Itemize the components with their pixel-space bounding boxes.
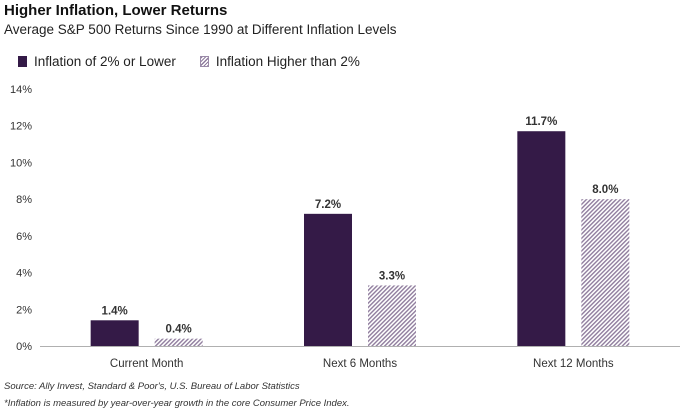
chart-legend: Inflation of 2% or Lower Inflation Highe… — [18, 54, 384, 69]
y-tick-label: 6% — [16, 231, 32, 243]
bar-chart: 0% 2% 4% 6% 8% 10% 12% 14% 1.4% 0.4% 7.2% 3.3% 11.7… — [10, 84, 680, 370]
x-category-label: Next 12 Months — [533, 358, 614, 370]
y-tick-label: 8% — [16, 194, 32, 206]
chart-subtitle: Average S&P 500 Returns Since 1990 at Di… — [4, 22, 397, 37]
bar-high-inflation — [581, 199, 630, 346]
data-label: 0.4% — [166, 324, 192, 336]
legend-item-low-inflation: Inflation of 2% or Lower — [18, 54, 176, 69]
x-category-label: Next 6 Months — [323, 358, 397, 370]
x-category-label: Current Month — [110, 358, 184, 370]
bars-group: 1.4% 0.4% 7.2% 3.3% 11.7% 8.0% — [90, 116, 630, 346]
bar-low-inflation — [90, 320, 139, 346]
data-label: 8.0% — [592, 184, 618, 196]
chart-title: Higher Inflation, Lower Returns — [4, 2, 228, 19]
legend-item-high-inflation: Inflation Higher than 2% — [199, 54, 360, 69]
legend-label-high-inflation: Inflation Higher than 2% — [215, 54, 360, 69]
y-tick-label: 10% — [10, 157, 32, 169]
legend-swatch-solid — [18, 56, 27, 67]
y-tick-label: 14% — [10, 84, 32, 96]
data-label: 3.3% — [379, 270, 405, 282]
y-tick-label: 12% — [10, 121, 32, 133]
x-axis: Current Month Next 6 Months Next 12 Months — [110, 358, 614, 370]
legend-swatch-hatched — [199, 56, 209, 67]
y-tick-label: 4% — [16, 268, 32, 280]
y-tick-label: 2% — [16, 304, 32, 316]
data-label: 7.2% — [315, 199, 341, 211]
y-axis: 0% 2% 4% 6% 8% 10% 12% 14% — [10, 84, 32, 353]
data-label: 11.7% — [525, 116, 557, 128]
bar-high-inflation — [154, 338, 203, 346]
footnote: *Inflation is measured by year-over-year… — [4, 398, 350, 409]
bar-high-inflation — [368, 285, 416, 346]
data-label: 1.4% — [102, 305, 128, 317]
bar-low-inflation — [304, 213, 352, 346]
y-tick-label: 0% — [16, 341, 32, 353]
bar-low-inflation — [517, 131, 566, 346]
legend-label-low-inflation: Inflation of 2% or Lower — [34, 54, 176, 69]
source-note: Source: Ally Invest, Standard & Poor's, … — [4, 381, 300, 392]
